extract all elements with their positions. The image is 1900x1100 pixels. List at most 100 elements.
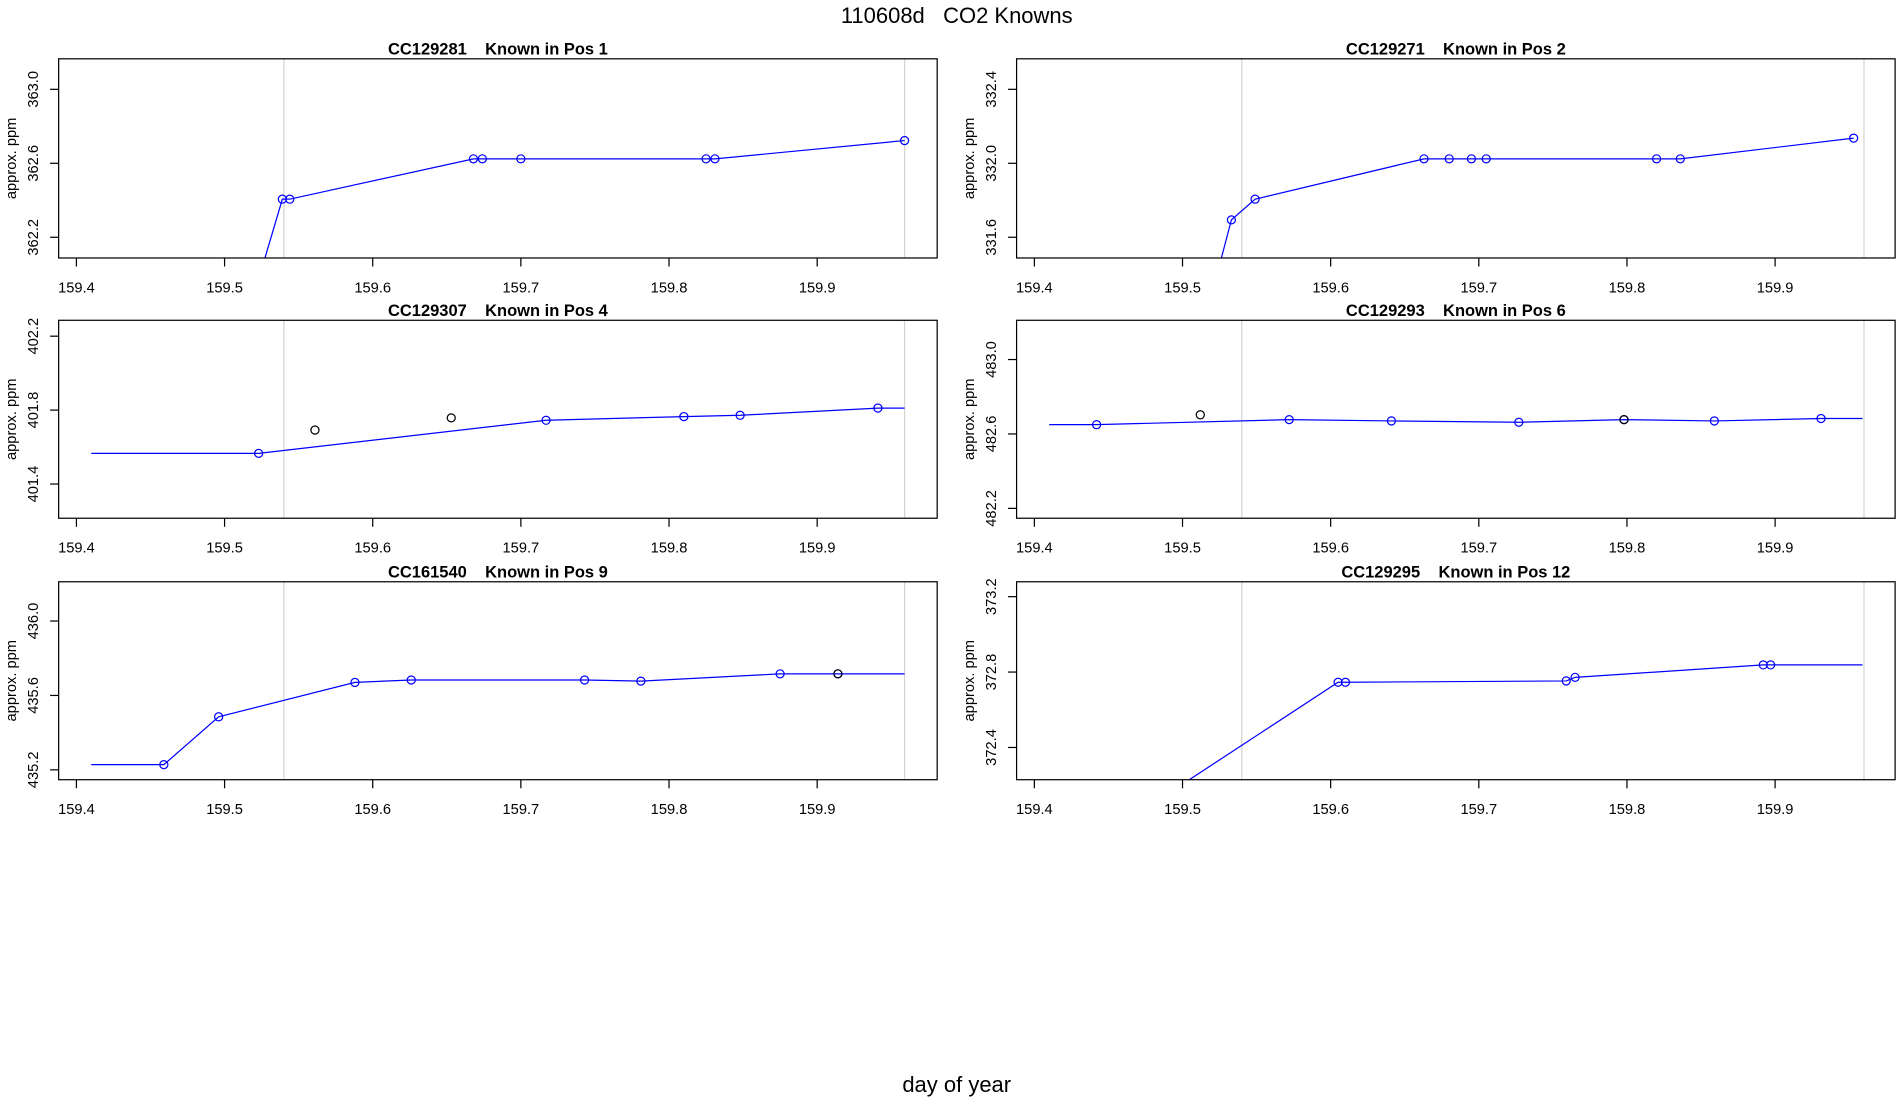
data-point — [1481, 154, 1491, 164]
y-tick-label: 402.2 — [26, 318, 42, 355]
y-axis-label: approx. ppm — [4, 118, 20, 199]
data-point — [1340, 677, 1351, 687]
data-line — [91, 407, 905, 454]
y-tick-label: 372.4 — [984, 729, 1000, 766]
data-line — [91, 673, 905, 766]
x-tick-label: 159.9 — [799, 541, 836, 557]
data-point — [873, 403, 883, 413]
x-tick-label: 159.6 — [1312, 541, 1349, 557]
x-tick-label: 159.5 — [206, 541, 243, 557]
panel: CC129281 Known in Pos 1 approx. ppm 362.2 3… — [4, 41, 938, 296]
x-tick-label: 159.4 — [1016, 541, 1053, 557]
x-tick-label: 159.7 — [1460, 802, 1497, 818]
panel: CC129271 Known in Pos 2 approx. ppm 331.6 3… — [962, 41, 1896, 296]
data-point — [310, 425, 320, 435]
x-tick-label: 159.6 — [354, 541, 391, 557]
x-tick-label: 159.7 — [503, 802, 540, 818]
panel-title: CC129295 Known in Pos 12 — [1341, 564, 1570, 582]
data-point — [285, 194, 295, 204]
data-point — [1386, 416, 1397, 426]
y-tick-label: 363.0 — [26, 71, 42, 108]
data-point — [1195, 410, 1205, 420]
data-point — [516, 154, 526, 164]
panel: CC129293 Known in Pos 6 approx. ppm 482.2 4… — [962, 302, 1896, 557]
y-tick-label: 362.2 — [26, 219, 42, 256]
y-tick-label: 332.4 — [984, 71, 1000, 108]
x-tick-label: 159.8 — [651, 280, 688, 296]
data-point — [277, 194, 287, 204]
data-line — [1049, 417, 1863, 426]
data-point — [1091, 420, 1102, 430]
x-tick-label: 159.6 — [354, 802, 391, 818]
panel: CC161540 Known in Pos 9 approx. ppm 435.2 4… — [4, 564, 938, 818]
data-point — [541, 415, 551, 425]
data-point — [406, 675, 416, 685]
x-tick-label: 159.8 — [651, 802, 688, 818]
panel-title: CC161540 Known in Pos 9 — [388, 564, 608, 582]
x-axis-label: day of year — [902, 1072, 1011, 1097]
y-axis-label: approx. ppm — [962, 379, 978, 460]
data-point — [1816, 413, 1826, 424]
data-point — [579, 675, 590, 685]
x-tick-label: 159.9 — [799, 802, 836, 818]
x-tick-label: 159.4 — [1016, 802, 1053, 818]
data-point — [833, 669, 843, 679]
plot-frame — [1015, 581, 1896, 781]
y-tick-label: 401.4 — [26, 466, 42, 503]
y-tick-label: 482.6 — [984, 416, 1000, 453]
data-point — [1709, 416, 1720, 426]
panel: CC129295 Known in Pos 12 approx. ppm 372.4… — [962, 564, 1896, 818]
data-point — [679, 411, 689, 422]
y-tick-label: 435.2 — [26, 752, 42, 789]
x-tick-label: 159.4 — [58, 541, 95, 557]
x-tick-label: 159.5 — [1164, 280, 1201, 296]
data-point — [477, 154, 487, 164]
x-tick-label: 159.4 — [58, 280, 95, 296]
x-tick-label: 159.7 — [1460, 541, 1497, 557]
x-tick-label: 159.6 — [1312, 280, 1349, 296]
panel-title: CC129293 Known in Pos 6 — [1346, 302, 1566, 320]
y-axis-label: approx. ppm — [962, 640, 978, 721]
data-point — [254, 448, 264, 459]
x-tick-label: 159.6 — [1312, 802, 1349, 818]
data-point — [1333, 677, 1343, 687]
y-tick-label: 436.0 — [26, 603, 42, 640]
y-tick-label: 331.6 — [984, 219, 1000, 256]
y-tick-label: 401.8 — [26, 392, 42, 429]
data-line — [1188, 664, 1863, 780]
y-tick-label: 332.0 — [984, 145, 1000, 182]
data-point — [775, 669, 785, 679]
plot-frame — [58, 58, 938, 259]
panel-title: CC129281 Known in Pos 1 — [388, 41, 608, 59]
x-tick-label: 159.5 — [206, 280, 243, 296]
data-point — [1651, 154, 1662, 164]
x-tick-label: 159.4 — [1016, 280, 1053, 296]
figure-title: 110608d CO2 Knowns — [841, 3, 1073, 28]
data-point — [710, 154, 720, 164]
data-point — [636, 676, 646, 686]
x-tick-label: 159.6 — [354, 280, 391, 296]
x-tick-label: 159.7 — [503, 541, 540, 557]
y-tick-label: 435.6 — [26, 677, 42, 714]
data-point — [1561, 676, 1571, 686]
data-point — [1284, 414, 1294, 425]
data-point — [446, 413, 456, 423]
y-axis-label: approx. ppm — [4, 379, 20, 460]
y-tick-label: 482.2 — [984, 490, 1000, 527]
x-tick-label: 159.4 — [58, 802, 95, 818]
y-tick-label: 372.8 — [984, 654, 1000, 691]
plot-frame — [58, 319, 938, 519]
x-tick-label: 159.8 — [1609, 541, 1646, 557]
data-point — [214, 712, 224, 722]
y-tick-label: 373.2 — [984, 578, 1000, 615]
panel-title: CC129307 Known in Pos 4 — [388, 302, 609, 320]
x-tick-label: 159.7 — [503, 280, 540, 296]
x-tick-label: 159.7 — [1460, 280, 1497, 296]
x-tick-label: 159.9 — [799, 280, 836, 296]
data-line — [1220, 137, 1854, 258]
panel: CC129307 Known in Pos 4 approx. ppm 401.4 4… — [4, 302, 938, 557]
y-axis-label: approx. ppm — [4, 640, 20, 721]
x-tick-label: 159.5 — [1164, 802, 1201, 818]
plot-frame — [58, 581, 938, 781]
y-tick-label: 362.6 — [26, 145, 42, 182]
